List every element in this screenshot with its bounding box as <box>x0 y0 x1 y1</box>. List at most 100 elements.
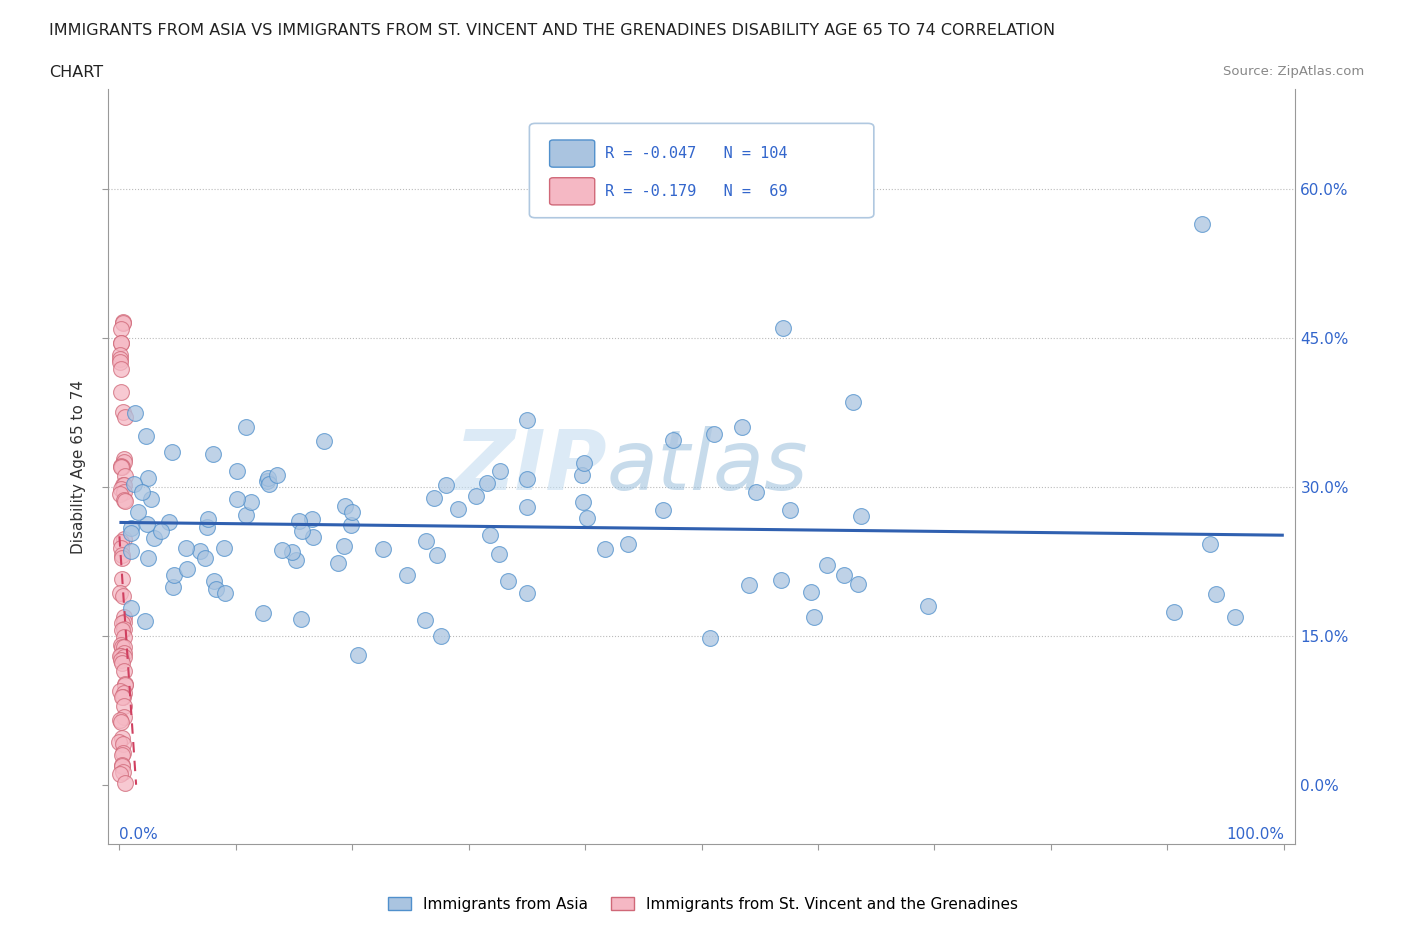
Point <box>120 600 142 615</box>
Point <box>516 413 538 428</box>
Point <box>205 582 228 597</box>
Point <box>112 315 135 330</box>
Point <box>256 471 278 485</box>
Point <box>662 432 685 447</box>
Point <box>110 459 132 474</box>
Point <box>516 472 538 486</box>
Point <box>340 505 363 520</box>
Point <box>110 714 132 729</box>
Point <box>108 585 131 600</box>
Point <box>849 509 872 524</box>
Point <box>803 610 825 625</box>
Point <box>150 524 173 538</box>
Point <box>312 433 335 448</box>
Point <box>288 513 311 528</box>
Point <box>162 445 184 459</box>
Point <box>112 493 135 508</box>
Point <box>136 471 159 485</box>
Point <box>174 541 197 556</box>
Point <box>108 487 131 502</box>
Point <box>112 710 135 724</box>
Point <box>110 336 132 351</box>
Y-axis label: Disability Age 65 to 74: Disability Age 65 to 74 <box>72 379 86 554</box>
Point <box>135 516 157 531</box>
Point <box>252 605 274 620</box>
Point <box>744 484 766 498</box>
Point <box>571 467 593 482</box>
Point <box>112 685 135 700</box>
Point <box>465 488 488 503</box>
Point <box>127 505 149 520</box>
Point <box>1225 609 1247 624</box>
FancyBboxPatch shape <box>550 178 595 205</box>
Point <box>176 562 198 577</box>
Point <box>108 735 131 750</box>
Point <box>225 464 247 479</box>
Point <box>266 467 288 482</box>
Point <box>111 656 134 671</box>
Point <box>423 491 446 506</box>
Point <box>415 613 437 628</box>
Point <box>576 511 599 525</box>
Point <box>373 542 395 557</box>
FancyBboxPatch shape <box>530 124 873 218</box>
Text: Source: ZipAtlas.com: Source: ZipAtlas.com <box>1223 65 1364 78</box>
Point <box>1191 216 1213 231</box>
Point <box>479 527 502 542</box>
Point <box>1198 537 1220 551</box>
Point <box>256 474 278 489</box>
Point <box>112 630 135 644</box>
Point <box>110 482 132 497</box>
Point <box>111 551 134 565</box>
Point <box>446 501 468 516</box>
Point <box>108 347 131 362</box>
Point <box>114 677 136 692</box>
Point <box>593 541 616 556</box>
Point <box>108 354 131 369</box>
Point <box>281 544 304 559</box>
Point <box>112 746 135 761</box>
Point <box>112 452 135 467</box>
Point <box>110 541 132 556</box>
Point <box>114 776 136 790</box>
Point <box>516 499 538 514</box>
Text: atlas: atlas <box>606 426 808 508</box>
Point <box>917 599 939 614</box>
Point <box>111 572 134 587</box>
Point <box>652 502 675 517</box>
Point <box>120 521 142 536</box>
Point <box>131 485 153 499</box>
Point <box>271 542 294 557</box>
Point <box>112 640 135 655</box>
Point <box>108 352 131 366</box>
Point <box>235 508 257 523</box>
Point <box>110 362 132 377</box>
Point <box>489 463 512 478</box>
Point <box>1163 604 1185 619</box>
Point <box>815 558 838 573</box>
Point <box>114 469 136 484</box>
Point <box>112 621 135 636</box>
Point <box>141 492 163 507</box>
Point <box>111 639 134 654</box>
Point <box>134 614 156 629</box>
Point <box>112 663 135 678</box>
Point <box>301 512 323 527</box>
FancyBboxPatch shape <box>550 140 595 167</box>
Point <box>225 491 247 506</box>
Point <box>110 459 132 474</box>
Point <box>395 567 418 582</box>
Point <box>112 615 135 630</box>
Point <box>138 551 160 565</box>
Point <box>197 520 219 535</box>
Point <box>110 648 132 663</box>
Point <box>834 567 856 582</box>
Point <box>488 547 510 562</box>
Point <box>112 314 135 329</box>
Point <box>703 426 725 441</box>
Point <box>257 477 280 492</box>
Point <box>779 503 801 518</box>
Point <box>346 647 368 662</box>
Point <box>842 395 865 410</box>
Point <box>110 748 132 763</box>
